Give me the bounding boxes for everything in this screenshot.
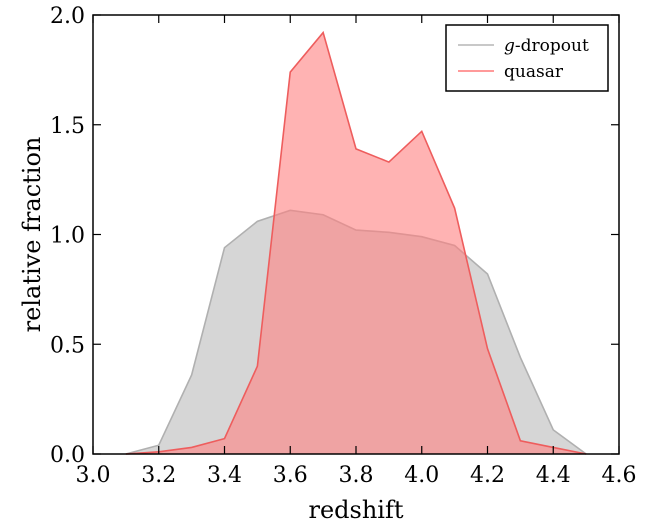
legend-label-g-dropout-prefix: g	[504, 36, 515, 56]
y-tick-label: 0.0	[50, 443, 85, 468]
area-quasar	[125, 32, 587, 455]
x-axis-label: redshift	[308, 496, 403, 524]
y-tick-label: 1.0	[50, 224, 85, 249]
y-tick-label: 0.5	[50, 333, 85, 358]
x-tick-label: 3.8	[339, 463, 374, 488]
ticks-layer: 3.0 3.2 3.4 3.6 3.8 4.0 4.2 4.4 4.6 0.0 0.5 1.0 1.5 2…	[50, 4, 637, 488]
y-tick-label: 1.5	[50, 114, 85, 139]
x-tick-label: 3.0	[76, 463, 111, 488]
x-tick-label: 4.4	[536, 463, 571, 488]
y-tick-label: 2.0	[50, 4, 85, 29]
y-axis-label: relative fraction	[18, 137, 46, 333]
legend-label-quasar: quasar	[504, 62, 564, 82]
x-tick-label: 3.4	[207, 463, 242, 488]
x-tick-label: 4.0	[404, 463, 439, 488]
line-quasar	[125, 30, 587, 455]
x-tick-label: 3.2	[141, 463, 176, 488]
series-layer	[125, 30, 587, 455]
x-tick-label: 4.2	[470, 463, 505, 488]
legend-box	[445, 24, 609, 92]
legend-label-g-dropout: g-dropout	[504, 36, 589, 56]
legend: g-dropout quasar	[445, 24, 609, 92]
legend-label-g-dropout-suffix: -dropout	[515, 36, 589, 56]
x-tick-label: 3.6	[273, 463, 308, 488]
x-tick-label: 4.6	[602, 463, 637, 488]
